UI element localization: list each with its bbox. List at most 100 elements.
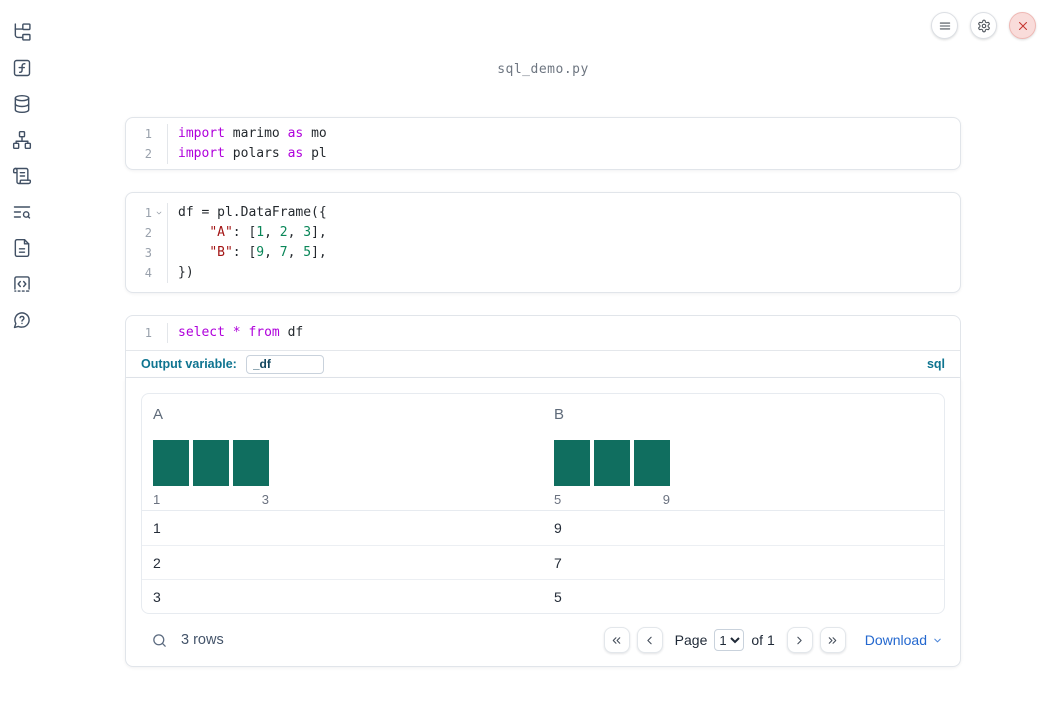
sidebar-item-functions[interactable] bbox=[11, 59, 33, 79]
code-line[interactable]: 2 import polars as pl bbox=[126, 144, 960, 164]
table-cell: 9 bbox=[554, 520, 562, 536]
file-tree-icon bbox=[12, 22, 32, 45]
shutdown-button[interactable] bbox=[1009, 12, 1036, 39]
column-label: B bbox=[554, 406, 565, 423]
sidebar-item-help[interactable] bbox=[11, 311, 33, 331]
line-number: 2 bbox=[144, 147, 152, 161]
code-line[interactable]: 1 select * from df bbox=[126, 323, 960, 343]
download-button[interactable]: Download bbox=[865, 632, 945, 648]
histogram-bar[interactable] bbox=[193, 440, 229, 486]
network-icon bbox=[12, 130, 32, 153]
output-variable-label: Output variable: bbox=[141, 357, 237, 371]
code-line[interactable]: 1 import marimo as mo bbox=[126, 124, 960, 144]
table-cell: 7 bbox=[554, 554, 562, 571]
sidebar-item-documentation[interactable] bbox=[11, 238, 33, 261]
code-text: import polars as pl bbox=[178, 146, 327, 161]
search-button[interactable] bbox=[151, 632, 168, 649]
line-number: 1 bbox=[144, 127, 152, 141]
table-cell: 3 bbox=[153, 588, 161, 605]
line-number: 1 bbox=[144, 206, 152, 220]
code-text: "B": [9, 7, 5], bbox=[209, 245, 327, 260]
code-line[interactable]: 1 df = pl.DataFrame({ bbox=[126, 203, 960, 223]
hamburger-icon bbox=[938, 19, 952, 33]
close-icon bbox=[1016, 19, 1030, 33]
database-icon bbox=[12, 94, 32, 117]
code-text: select * from df bbox=[178, 325, 304, 340]
sidebar-item-explorer[interactable] bbox=[11, 22, 33, 45]
fold-chevron-icon[interactable] bbox=[153, 209, 165, 217]
last-page-button[interactable] bbox=[819, 627, 846, 653]
chevron-right-icon bbox=[793, 634, 806, 647]
histogram-bar[interactable] bbox=[153, 440, 189, 486]
sql-cell-footer: Output variable: sql bbox=[126, 350, 960, 377]
notebook-menu-button[interactable] bbox=[931, 12, 958, 39]
function-square-icon bbox=[12, 58, 32, 81]
code-line[interactable]: 2 "A": [1, 2, 3], bbox=[126, 223, 960, 243]
first-page-button[interactable] bbox=[603, 627, 630, 653]
code-line[interactable]: 3 "B": [9, 7, 5], bbox=[126, 243, 960, 263]
notebook-actions bbox=[931, 12, 1036, 39]
histogram-max-label: 3 bbox=[261, 492, 269, 507]
notebook-filename: sql_demo.py bbox=[497, 62, 589, 77]
sql-cell[interactable]: 1 select * from df Output variable: sql bbox=[125, 315, 961, 378]
sidebar-item-scratchpad[interactable] bbox=[11, 203, 33, 223]
table-cell: 2 bbox=[153, 554, 161, 571]
row-count: 3 rows bbox=[181, 632, 224, 648]
code-cell-imports[interactable]: 1 import marimo as mo 2 import polars as pl bbox=[125, 117, 961, 170]
help-bubble-icon bbox=[12, 310, 32, 333]
file-text-icon bbox=[12, 238, 32, 261]
histogram-bar[interactable] bbox=[554, 440, 590, 486]
code-text: df = pl.DataFrame({ bbox=[178, 205, 327, 220]
line-number: 2 bbox=[144, 226, 152, 240]
histogram-bar[interactable] bbox=[594, 440, 630, 486]
chevrons-left-icon bbox=[610, 634, 623, 647]
next-page-button[interactable] bbox=[786, 627, 813, 653]
line-number: 1 bbox=[144, 326, 152, 340]
sidebar-item-datasources[interactable] bbox=[11, 94, 33, 117]
chevron-left-icon bbox=[643, 634, 656, 647]
histogram-min-label: 5 bbox=[554, 492, 562, 507]
output-variable-input[interactable] bbox=[245, 354, 324, 374]
code-line[interactable]: 4}) bbox=[126, 263, 960, 283]
sidebar-item-snippets[interactable] bbox=[11, 275, 33, 295]
page-select[interactable]: 1 bbox=[714, 629, 745, 651]
code-box-icon bbox=[12, 274, 32, 297]
list-search-icon bbox=[12, 202, 32, 225]
line-number: 4 bbox=[144, 266, 152, 280]
download-label: Download bbox=[864, 632, 927, 648]
search-icon bbox=[151, 632, 168, 649]
sql-language-badge: sql bbox=[926, 357, 945, 371]
chevron-down-icon bbox=[932, 635, 943, 646]
gear-icon bbox=[977, 19, 991, 33]
table-cell: 1 bbox=[153, 520, 161, 536]
histogram-bar[interactable] bbox=[233, 440, 269, 486]
code-text: }) bbox=[178, 265, 194, 280]
page-label: Page bbox=[674, 632, 708, 648]
histogram-max-label: 9 bbox=[662, 492, 670, 507]
line-number: 3 bbox=[144, 246, 152, 260]
sidebar-item-logs[interactable] bbox=[11, 167, 33, 187]
settings-button[interactable] bbox=[970, 12, 997, 39]
column-histogram bbox=[153, 440, 269, 486]
page-of-label: of 1 bbox=[751, 632, 775, 648]
histogram-bar[interactable] bbox=[634, 440, 670, 486]
helper-panel-sidebar bbox=[0, 0, 44, 713]
histogram-min-label: 1 bbox=[153, 492, 161, 507]
chevrons-right-icon bbox=[826, 634, 839, 647]
sidebar-item-dependencies[interactable] bbox=[11, 130, 33, 153]
code-cell-dataframe[interactable]: 1 df = pl.DataFrame({2 "A": [1, 2, 3], 3 "… bbox=[125, 192, 961, 293]
column-label: A bbox=[153, 406, 164, 423]
code-text: import marimo as mo bbox=[178, 126, 327, 141]
prev-page-button[interactable] bbox=[636, 627, 663, 653]
